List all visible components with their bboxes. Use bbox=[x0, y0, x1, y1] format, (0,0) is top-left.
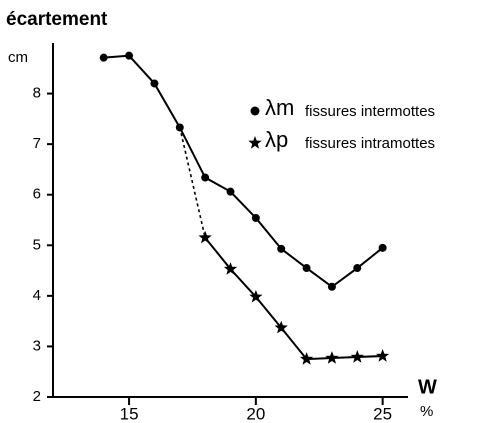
series-line bbox=[103, 54, 384, 288]
point bbox=[125, 51, 134, 60]
legend-label: fissures intramottes bbox=[305, 135, 435, 152]
y-tick-label: 6 bbox=[33, 186, 41, 203]
point-star bbox=[274, 320, 288, 334]
y-axis-label: cm bbox=[8, 49, 28, 66]
series-line bbox=[204, 237, 383, 361]
connector-dashed bbox=[179, 127, 206, 238]
legend-marker bbox=[250, 106, 260, 116]
point-star bbox=[350, 350, 364, 363]
chart-title: écartement bbox=[6, 9, 108, 30]
point-star bbox=[198, 230, 212, 244]
point-star bbox=[325, 351, 339, 364]
point bbox=[302, 264, 311, 273]
point bbox=[201, 173, 210, 182]
point bbox=[277, 244, 286, 253]
y-tick-label: 7 bbox=[33, 135, 41, 152]
point bbox=[251, 213, 260, 222]
y-tick-label: 4 bbox=[33, 287, 41, 304]
point bbox=[150, 79, 159, 88]
legend-label: fissures intermottes bbox=[305, 103, 435, 120]
point bbox=[226, 187, 235, 196]
y-tick-label: 5 bbox=[33, 236, 41, 253]
point-star bbox=[376, 349, 390, 362]
point bbox=[378, 243, 387, 252]
point bbox=[99, 53, 108, 62]
point-star bbox=[223, 262, 238, 275]
point bbox=[327, 282, 336, 291]
y-tick-label: 8 bbox=[33, 85, 41, 102]
y-tick-label: 3 bbox=[33, 337, 41, 354]
y-tick-label: 2 bbox=[33, 388, 41, 405]
x-tick-label: 20 bbox=[246, 404, 265, 423]
point-star bbox=[299, 352, 314, 365]
point-star bbox=[249, 289, 263, 303]
legend-name: λp bbox=[265, 127, 288, 152]
legend-marker bbox=[248, 136, 262, 149]
x-axis-label: W bbox=[418, 376, 437, 398]
x-tick-label: 15 bbox=[120, 404, 139, 423]
point bbox=[353, 264, 362, 273]
x-tick-label: 25 bbox=[373, 404, 392, 423]
legend-name: λm bbox=[265, 95, 294, 120]
x-axis-unit: % bbox=[420, 403, 433, 420]
